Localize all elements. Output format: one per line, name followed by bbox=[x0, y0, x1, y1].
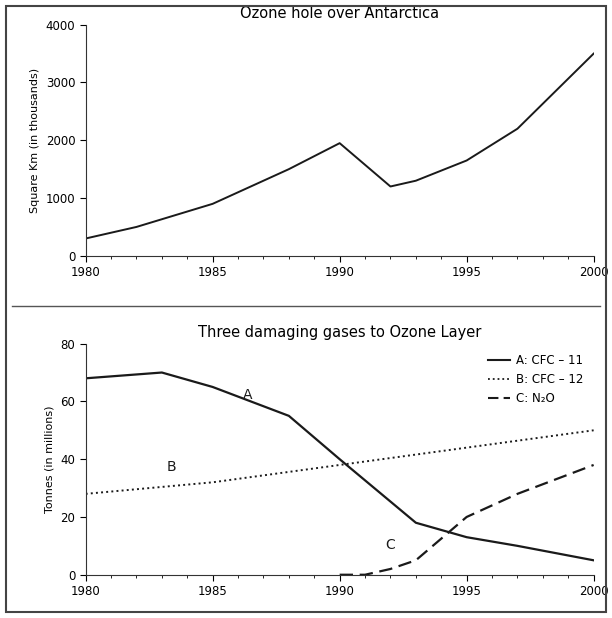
Text: B: B bbox=[167, 460, 177, 474]
Y-axis label: Tonnes (in millions): Tonnes (in millions) bbox=[45, 405, 55, 513]
Text: C: C bbox=[386, 538, 395, 552]
Title: Ozone hole over Antarctica: Ozone hole over Antarctica bbox=[240, 6, 439, 21]
Legend: A: CFC – 11, B: CFC – 12, C: N₂O: A: CFC – 11, B: CFC – 12, C: N₂O bbox=[483, 350, 588, 410]
Text: A: A bbox=[243, 387, 253, 402]
Y-axis label: Square Km (in thousands): Square Km (in thousands) bbox=[30, 68, 40, 213]
Title: Three damaging gases to Ozone Layer: Three damaging gases to Ozone Layer bbox=[198, 324, 482, 340]
